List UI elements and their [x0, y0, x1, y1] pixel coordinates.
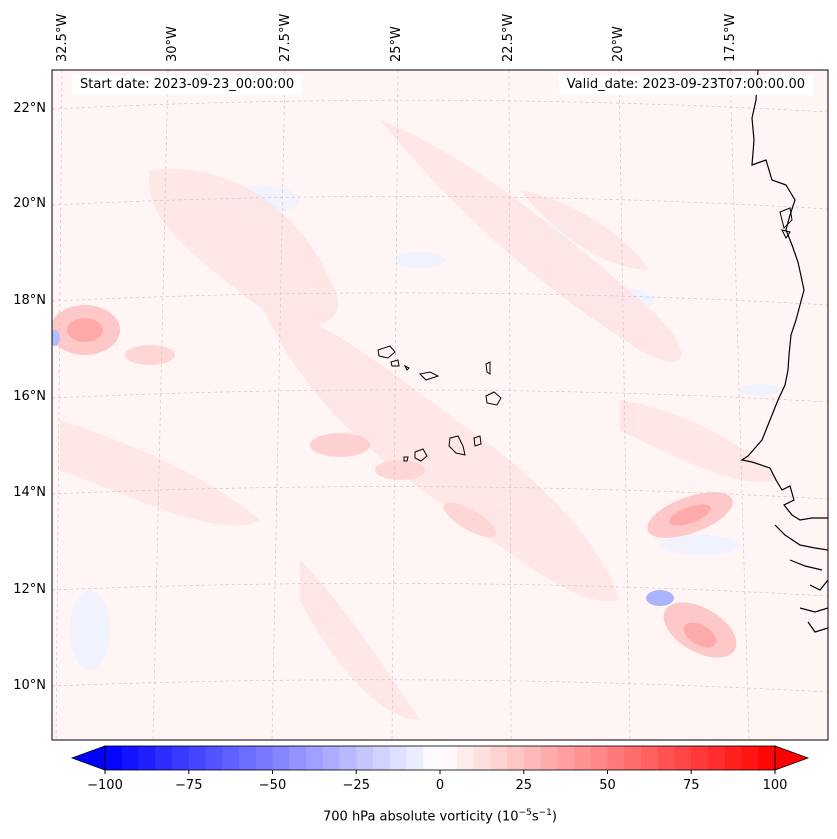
colorbar-segment — [239, 746, 257, 770]
start-date-label: Start date: 2023-09-23_00:00:00 — [72, 75, 303, 95]
colorbar-tick-label: −50 — [259, 778, 286, 793]
colorbar: −100 −75 −50 −25 0 25 50 75 100 — [70, 745, 810, 793]
lat-label: 14°N — [13, 485, 46, 500]
colorbar-segment — [708, 746, 726, 770]
colorbar-segment — [255, 746, 274, 770]
colorbar-max-extension — [774, 745, 810, 771]
lon-label: 32.5°W — [55, 14, 70, 62]
lon-label: 25°W — [389, 26, 404, 62]
colorbar-segment — [540, 746, 558, 770]
colorbar-segment — [741, 746, 759, 770]
colorbar-segment — [423, 746, 441, 770]
island-outline — [779, 207, 793, 239]
colorbar-segment — [306, 746, 324, 770]
positive-vorticity-cores — [52, 305, 737, 658]
colorbar-tick-label: 100 — [763, 778, 788, 793]
colorbar-segment — [406, 746, 424, 770]
lat-label: 20°N — [13, 196, 46, 211]
colorbar-segments — [105, 746, 776, 770]
colorbar-segment — [473, 746, 491, 770]
colorbar-ticks: −100 −75 −50 −25 0 25 50 75 100 — [87, 770, 787, 793]
colorbar-label-exponent: −1 — [538, 808, 552, 818]
colorbar-segment — [222, 746, 240, 770]
colorbar-segment — [356, 746, 374, 770]
africa-coastline — [740, 70, 828, 521]
colorbar-segment — [121, 746, 140, 770]
colorbar-segment — [758, 746, 776, 770]
colorbar-min-extension — [70, 745, 106, 771]
colorbar-label-unit: s — [531, 809, 539, 825]
colorbar-segment — [389, 746, 408, 770]
colorbar-label-exponent: −5 — [518, 808, 532, 818]
colorbar-segment — [440, 746, 458, 770]
lat-label: 16°N — [13, 389, 46, 404]
map-frame — [51, 69, 829, 741]
colorbar-segment — [574, 746, 592, 770]
negative-vorticity-core — [646, 590, 674, 606]
colorbar-segment — [624, 746, 642, 770]
colorbar-label-close: ) — [551, 809, 557, 825]
positive-vorticity-streaks — [60, 120, 780, 720]
lon-label: 17.5°W — [723, 14, 738, 62]
colorbar-segment — [138, 746, 156, 770]
colorbar-segment — [105, 746, 123, 770]
lat-label: 10°N — [13, 678, 46, 693]
lon-label: 20°W — [611, 26, 626, 62]
colorbar-segment — [507, 746, 525, 770]
colorbar-segment — [373, 746, 391, 770]
colorbar-segment — [456, 746, 475, 770]
colorbar-segment — [172, 746, 190, 770]
lon-label: 30°W — [165, 26, 180, 62]
colorbar-segment — [205, 746, 223, 770]
colorbar-segment — [155, 746, 173, 770]
lon-label: 22.5°W — [501, 14, 516, 62]
colorbar-segment — [657, 746, 676, 770]
longitude-labels: 32.5°W 30°W 27.5°W 25°W 22.5°W 20°W 17.5… — [55, 14, 738, 62]
colorbar-tick-label: 0 — [436, 778, 444, 793]
colorbar-segment — [322, 746, 341, 770]
colorbar-segment — [691, 746, 709, 770]
colorbar-segment — [188, 746, 207, 770]
lon-label: 27.5°W — [278, 14, 293, 62]
colorbar-segment — [674, 746, 692, 770]
lat-label: 22°N — [13, 101, 46, 116]
colorbar-segment — [272, 746, 290, 770]
colorbar-segment — [557, 746, 575, 770]
colorbar-tick-label: −75 — [175, 778, 202, 793]
map-panel — [52, 70, 828, 740]
africa-coastline-south — [774, 524, 828, 633]
colorbar-tick-label: −100 — [87, 778, 123, 793]
colorbar-segment — [490, 746, 508, 770]
cape-verde-islands — [377, 345, 502, 462]
colorbar-segment — [590, 746, 609, 770]
colorbar-segment — [339, 746, 357, 770]
colorbar-segment — [289, 746, 307, 770]
colorbar-label: 700 hPa absolute vorticity (10−5s−1) — [0, 808, 837, 824]
colorbar-tick-label: −25 — [343, 778, 370, 793]
colorbar-label-text: 700 hPa absolute vorticity (10 — [323, 809, 519, 825]
latitude-labels: 22°N 20°N 18°N 16°N 14°N 12°N 10°N — [13, 101, 46, 693]
gridlines — [52, 70, 828, 740]
valid-date-label: Valid_date: 2023-09-23T07:00:00.00 — [558, 75, 813, 95]
colorbar-segment — [523, 746, 542, 770]
colorbar-tick-label: 75 — [683, 778, 700, 793]
lat-label: 18°N — [13, 293, 46, 308]
colorbar-segment — [724, 746, 743, 770]
colorbar-segment — [607, 746, 625, 770]
colorbar-tick-label: 25 — [515, 778, 532, 793]
lat-label: 12°N — [13, 582, 46, 597]
colorbar-segment — [641, 746, 659, 770]
colorbar-tick-label: 50 — [599, 778, 616, 793]
negative-vorticity-core — [52, 330, 60, 346]
